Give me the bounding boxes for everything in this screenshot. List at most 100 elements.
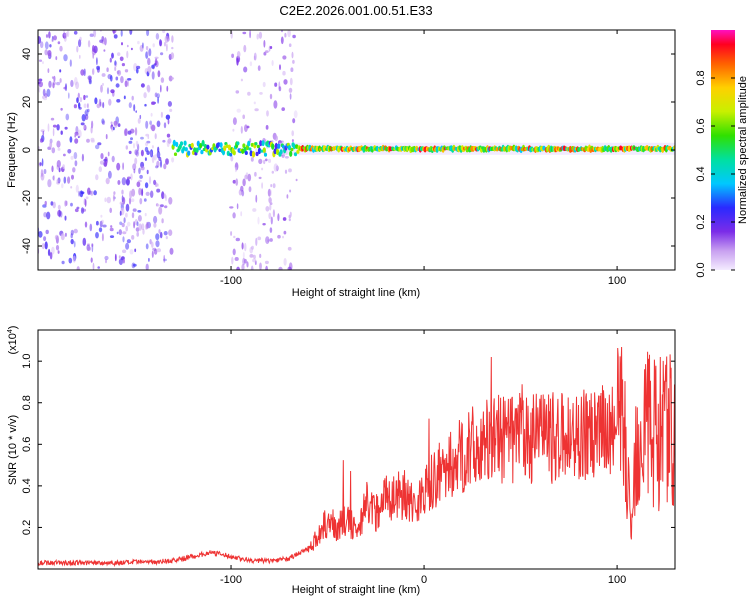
- spectrogram-noise-mark: [273, 100, 278, 109]
- spectrogram-noise-mark: [49, 44, 52, 48]
- spectrogram-noise-mark: [120, 76, 124, 84]
- spectrogram-noise-mark: [130, 47, 133, 51]
- spectrogram-noise-mark: [254, 108, 259, 112]
- spectrogram-noise-mark: [286, 194, 289, 199]
- spectrogram-noise-mark: [51, 165, 54, 173]
- figure-title: C2E2.2026.001.00.51.E33: [279, 3, 432, 18]
- spectrogram-noise-mark: [249, 30, 252, 39]
- spectrogram-noise-mark: [134, 157, 138, 165]
- spectrogram-noise-mark: [160, 77, 165, 83]
- spectrogram-noise-mark: [156, 93, 160, 99]
- spectrogram-noise-mark: [234, 257, 239, 261]
- spectrogram-noise-mark: [283, 258, 287, 266]
- spectrogram-noise-mark: [139, 198, 143, 205]
- spectrogram-noise-mark: [247, 173, 252, 182]
- spectrogram-noise-mark: [131, 235, 135, 240]
- spectrogram-noise-mark: [171, 46, 174, 50]
- spectrogram-noise-mark: [277, 213, 280, 222]
- spectrogram-noise-mark: [292, 59, 295, 64]
- spectrogram-noise-mark: [160, 111, 163, 118]
- spectrogram-tone-mark: [241, 148, 245, 154]
- spectrogram-noise-mark: [44, 241, 48, 250]
- spectrogram-noise-mark: [133, 143, 135, 149]
- spectrogram-noise-mark: [139, 174, 143, 179]
- spectrogram-noise-mark: [289, 93, 292, 100]
- spectrogram-noise-mark: [93, 190, 97, 196]
- spectrogram-noise-mark: [87, 103, 89, 109]
- spectrogram-noise-mark: [137, 118, 141, 124]
- spectrogram-noise-mark: [100, 214, 103, 218]
- spectrogram-noise-mark: [105, 134, 108, 140]
- spectrogram-noise-mark: [283, 79, 288, 85]
- spectrogram-noise-mark: [112, 194, 115, 202]
- spectrogram-noise-mark: [72, 255, 76, 263]
- spectrogram-noise-mark: [49, 252, 53, 260]
- spectrogram-noise-mark: [45, 34, 49, 38]
- svg-text:(x104): (x104): [7, 326, 19, 355]
- spectrogram-noise-mark: [123, 217, 126, 224]
- spectrogram-noise-mark: [83, 68, 86, 77]
- spectrogram-noise-mark: [258, 31, 263, 39]
- colorbar-gradient: [711, 30, 735, 270]
- spectrogram-noise-mark: [74, 134, 77, 138]
- spectrogram-tone-mark: [275, 148, 280, 155]
- spectrogram-noise-mark: [287, 30, 291, 38]
- spectrogram-tone-mark: [203, 144, 208, 149]
- spectrogram-noise-mark: [92, 53, 94, 59]
- spectrogram-noise-mark: [262, 81, 266, 88]
- spectrogram-noise-mark: [137, 210, 142, 213]
- spectrogram-tone-mark: [273, 148, 277, 155]
- spectrogram-noise-mark: [166, 140, 170, 148]
- snr-y-tick-label: 0.6: [21, 437, 33, 452]
- spectrogram-tone-mark: [274, 142, 278, 150]
- spectrogram-noise-mark: [81, 208, 87, 212]
- spectrogram-noise-mark: [116, 99, 121, 103]
- spectrogram-noise-mark: [258, 176, 262, 180]
- spectrogram-noise-mark: [43, 236, 47, 242]
- spectrogram-tone-mark: [279, 149, 283, 155]
- spectrogram-noise-mark: [131, 95, 134, 101]
- spectrogram-noise-mark: [261, 182, 263, 189]
- spectrogram-noise-mark: [121, 63, 125, 67]
- spectrogram-tone-mark: [193, 147, 197, 153]
- spectrogram-noise-mark: [84, 221, 88, 228]
- spectrogram-noise-mark: [121, 222, 125, 228]
- spectrogram-noise-mark: [125, 145, 128, 150]
- spectrogram-noise-mark: [166, 133, 171, 138]
- spectrogram-noise-mark: [120, 30, 123, 37]
- spectrogram-noise-mark: [85, 196, 89, 200]
- spectrogram-noise-mark: [157, 96, 160, 104]
- spectrogram-noise-mark: [38, 81, 43, 88]
- spectrogram-noise-mark: [151, 124, 156, 132]
- spectrogram-noise-mark: [69, 59, 72, 67]
- spectrogram-noise-mark: [146, 150, 150, 155]
- spectrogram-noise-mark: [154, 182, 158, 188]
- spectrogram-noise-mark: [151, 155, 155, 164]
- spectrogram-tone-mark: [277, 143, 281, 149]
- spectrogram-noise-mark: [135, 110, 137, 113]
- spectrogram-noise-mark: [44, 49, 48, 56]
- spectrogram-noise-mark: [255, 194, 258, 203]
- spectrogram-noise-mark: [108, 170, 112, 179]
- spectrogram-noise-mark: [42, 95, 45, 99]
- spectrogram-noise-mark: [150, 124, 154, 130]
- spectrogram-noise-mark: [56, 81, 61, 86]
- spectrogram-noise-mark: [119, 201, 124, 205]
- spectrogram-noise-mark: [161, 218, 164, 224]
- spectrogram-noise-mark: [259, 253, 262, 258]
- spectrogram-noise-mark: [132, 163, 137, 171]
- spectrogram-noise-mark: [106, 67, 109, 72]
- spectrogram-tone-mark: [263, 152, 268, 157]
- spectrogram-noise-mark: [125, 225, 128, 232]
- spectrogram-y-tick-label: 0: [21, 147, 33, 153]
- spectrogram-noise-mark: [281, 107, 286, 111]
- spectrogram-noise-mark: [236, 108, 241, 113]
- spectrogram-noise-mark: [122, 258, 125, 264]
- spectrogram-noise-mark: [74, 208, 79, 213]
- spectrogram-noise-mark: [157, 70, 161, 78]
- spectrogram-noise-mark: [156, 150, 161, 159]
- spectrogram-noise-mark: [89, 33, 94, 37]
- spectrogram-tone-mark: [250, 142, 254, 147]
- spectrogram-tone-mark: [271, 143, 275, 150]
